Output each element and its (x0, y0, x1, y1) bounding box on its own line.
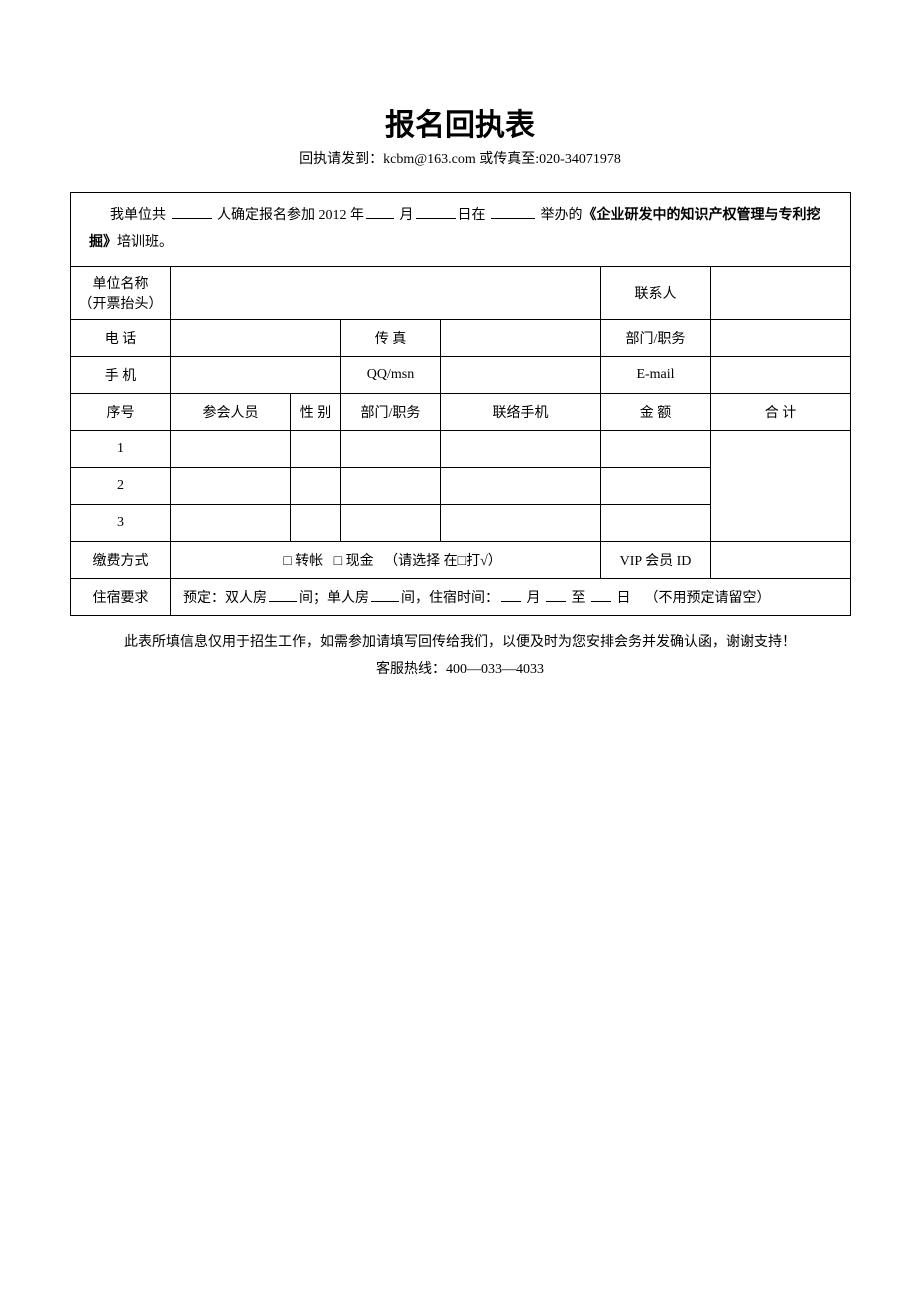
stay-t6: 日 (613, 591, 631, 606)
att-amount-1[interactable] (601, 431, 711, 468)
att-gender-2[interactable] (291, 468, 341, 505)
hdr-seq: 序号 (71, 394, 171, 431)
intro-row: 我单位共 人确定报名参加 2012 年 月日在 举办的《企业研发中的知识产权管理… (71, 193, 851, 267)
stay-t4: 月 (523, 591, 544, 606)
footer-line1: 此表所填信息仅用于招生工作，如需参加请填写回传给我们，以便及时为您安排会务并发确… (124, 635, 796, 650)
unit-name-l1: 单位名称 (93, 277, 149, 292)
label-dept: 部门/职务 (601, 320, 711, 357)
att-dept-1[interactable] (341, 431, 441, 468)
att-dept-3[interactable] (341, 505, 441, 542)
label-vip: VIP 会员 ID (601, 542, 711, 579)
blank-double-room[interactable] (269, 587, 297, 602)
label-mobile: 手 机 (71, 357, 171, 394)
intro-text-5: 举办的 (537, 208, 583, 223)
stay-hint: （不用预定请留空） (645, 591, 771, 606)
att-name-2[interactable] (171, 468, 291, 505)
hdr-amount: 金 额 (601, 394, 711, 431)
input-unit-name[interactable] (171, 267, 601, 320)
att-mobile-2[interactable] (441, 468, 601, 505)
att-name-1[interactable] (171, 431, 291, 468)
input-phone[interactable] (171, 320, 341, 357)
label-fax: 传 真 (341, 320, 441, 357)
label-qqmsn: QQ/msn (341, 357, 441, 394)
intro-text-4: 日在 (458, 208, 490, 223)
form-title: 报名回执表 (70, 100, 850, 144)
intro-text-3: 月 (396, 208, 414, 223)
footer-line2: 客服热线：400—033—4033 (376, 662, 544, 677)
seq-2: 2 (71, 468, 171, 505)
footer: 此表所填信息仅用于招生工作，如需参加请填写回传给我们，以便及时为您安排会务并发确… (70, 630, 850, 683)
row-header: 序号 参会人员 性 别 部门/职务 联络手机 金 额 合 计 (71, 394, 851, 431)
opt-transfer[interactable]: □ 转帐 (283, 554, 323, 569)
label-pay-method: 缴费方式 (71, 542, 171, 579)
blank-stay-to[interactable] (591, 587, 611, 602)
att-mobile-1[interactable] (441, 431, 601, 468)
blank-stay-month[interactable] (501, 587, 521, 602)
row-unit: 单位名称 （开票抬头） 联系人 (71, 267, 851, 320)
hdr-contact-mobile: 联络手机 (441, 394, 601, 431)
hdr-dept: 部门/职务 (341, 394, 441, 431)
hdr-attendee: 参会人员 (171, 394, 291, 431)
stay-t2: 间；单人房 (299, 591, 369, 606)
seq-3: 3 (71, 505, 171, 542)
input-qqmsn[interactable] (441, 357, 601, 394)
blank-day[interactable] (416, 204, 456, 219)
row-phone: 电 话 传 真 部门/职务 (71, 320, 851, 357)
att-amount-3[interactable] (601, 505, 711, 542)
att-dept-2[interactable] (341, 468, 441, 505)
label-stay: 住宿要求 (71, 579, 171, 616)
label-unit-name: 单位名称 （开票抬头） (71, 267, 171, 320)
page: 报名回执表 回执请发到：kcbm@163.com 或传真至:020-340719… (0, 0, 920, 1302)
hdr-gender: 性 别 (291, 394, 341, 431)
input-dept[interactable] (711, 320, 851, 357)
row-payment: 缴费方式 □ 转帐 □ 现金 （请选择 在□打√） VIP 会员 ID (71, 542, 851, 579)
form-subtitle: 回执请发到：kcbm@163.com 或传真至:020-34071978 (70, 148, 850, 168)
stay-t5: 至 (568, 591, 589, 606)
input-email[interactable] (711, 357, 851, 394)
seq-1: 1 (71, 431, 171, 468)
input-contact[interactable] (711, 267, 851, 320)
att-mobile-3[interactable] (441, 505, 601, 542)
blank-stay-from[interactable] (546, 587, 566, 602)
att-amount-2[interactable] (601, 468, 711, 505)
att-gender-1[interactable] (291, 431, 341, 468)
input-mobile[interactable] (171, 357, 341, 394)
blank-month[interactable] (366, 204, 394, 219)
att-name-3[interactable] (171, 505, 291, 542)
blank-count[interactable] (172, 204, 212, 219)
intro-text-1: 我单位共 (110, 208, 170, 223)
blank-single-room[interactable] (371, 587, 399, 602)
pay-options[interactable]: □ 转帐 □ 现金 （请选择 在□打√） (171, 542, 601, 579)
intro-text-6: 培训班。 (117, 235, 173, 250)
input-vip[interactable] (711, 542, 851, 579)
stay-cell[interactable]: 预定：双人房 间；单人房 间，住宿时间： 月 至 日 （不用预定请留空） (171, 579, 851, 616)
label-phone: 电 话 (71, 320, 171, 357)
label-email: E-mail (601, 357, 711, 394)
row-stay: 住宿要求 预定：双人房 间；单人房 间，住宿时间： 月 至 日 （不用预定请留空） (71, 579, 851, 616)
input-fax[interactable] (441, 320, 601, 357)
attendee-row-1: 1 (71, 431, 851, 468)
intro-text-2: 人确定报名参加 2012 年 (214, 208, 365, 223)
pay-hint: （请选择 在□打√） (384, 554, 502, 569)
opt-cash[interactable]: □ 现金 (334, 554, 374, 569)
att-gender-3[interactable] (291, 505, 341, 542)
label-contact: 联系人 (601, 267, 711, 320)
total-cell[interactable] (711, 431, 851, 542)
unit-name-l2: （开票抬头） (79, 297, 163, 312)
hdr-total: 合 计 (711, 394, 851, 431)
row-mobile: 手 机 QQ/msn E-mail (71, 357, 851, 394)
stay-t3: 间，住宿时间： (401, 591, 499, 606)
blank-place[interactable] (491, 204, 535, 219)
registration-table: 我单位共 人确定报名参加 2012 年 月日在 举办的《企业研发中的知识产权管理… (70, 192, 851, 616)
stay-t1: 预定：双人房 (183, 591, 267, 606)
intro-cell: 我单位共 人确定报名参加 2012 年 月日在 举办的《企业研发中的知识产权管理… (71, 193, 851, 267)
